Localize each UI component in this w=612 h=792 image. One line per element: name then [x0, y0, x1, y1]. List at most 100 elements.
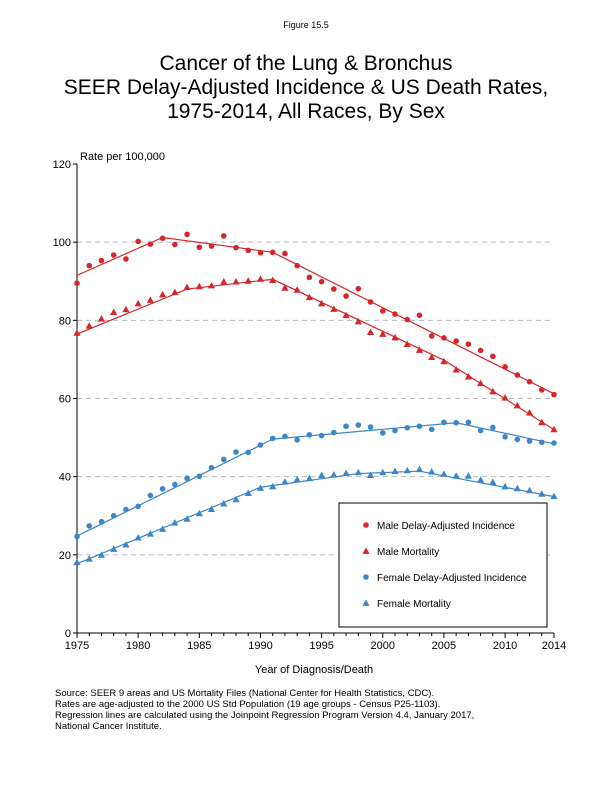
data-point [343, 293, 349, 299]
data-point [281, 284, 289, 291]
data-point [367, 424, 374, 430]
data-point [490, 424, 496, 431]
data-point [305, 474, 313, 482]
data-point [428, 467, 436, 475]
data-point [538, 418, 546, 426]
x-tick-label: 2014 [542, 640, 566, 652]
data-point [98, 257, 105, 264]
data-point [477, 476, 485, 483]
data-point [257, 442, 264, 448]
data-point [477, 427, 484, 434]
data-point [452, 365, 460, 373]
data-point [123, 256, 129, 262]
data-point [379, 308, 386, 314]
data-point [195, 282, 203, 290]
title-line-3: 1975-2014, All Races, By Sex [167, 100, 445, 123]
data-point [514, 436, 521, 443]
data-point [366, 328, 375, 335]
data-point [110, 545, 118, 552]
x-tick-label: 1995 [309, 640, 333, 652]
data-point [184, 475, 190, 482]
figure-label: Figure 15.5 [283, 20, 329, 30]
data-point [318, 471, 326, 478]
data-point [525, 408, 534, 416]
data-point [256, 275, 265, 282]
legend-marker [363, 522, 369, 528]
title-line-2: SEER Delay-Adjusted Incidence & US Death… [63, 76, 549, 99]
x-tick-label: 1980 [126, 640, 150, 652]
data-point [538, 439, 545, 446]
data-point [453, 338, 459, 344]
data-point [233, 244, 239, 251]
data-point [415, 346, 424, 353]
data-point [86, 262, 93, 269]
data-point [403, 340, 411, 348]
data-point [441, 335, 447, 341]
data-point [171, 288, 179, 296]
data-point [269, 435, 276, 442]
data-point [379, 330, 387, 337]
data-point [355, 285, 362, 292]
data-point [159, 485, 166, 492]
data-point [183, 283, 191, 290]
data-point [404, 316, 411, 323]
data-point [220, 456, 227, 463]
data-point [453, 419, 459, 426]
data-point [404, 425, 411, 431]
data-point [172, 241, 178, 248]
data-point [135, 238, 141, 245]
data-point [501, 394, 509, 401]
data-point [331, 286, 337, 292]
data-point [392, 311, 398, 317]
legend-marker [362, 599, 370, 606]
x-tick-label: 2010 [493, 640, 517, 652]
x-axis-label: Year of Diagnosis/Death [255, 664, 373, 676]
data-point [428, 333, 435, 339]
data-point [232, 495, 240, 503]
x-tick-label: 1975 [65, 640, 89, 652]
data-point [465, 419, 472, 426]
series-0 [74, 231, 557, 398]
data-point [477, 347, 484, 354]
y-axis-label: Rate per 100,000 [80, 151, 165, 163]
source-line-4: National Cancer Institute. [55, 721, 162, 732]
data-point [551, 391, 557, 398]
data-point [232, 278, 240, 285]
data-point [207, 505, 216, 512]
data-point [538, 387, 545, 393]
source-note: Source: SEER 9 areas and US Mortality Fi… [55, 688, 474, 732]
data-point [318, 299, 326, 307]
series [73, 231, 558, 566]
data-point [330, 305, 338, 312]
source-line-2: Rates are age-adjusted to the 2000 US St… [55, 699, 441, 710]
data-point [74, 533, 80, 540]
data-point [391, 333, 399, 341]
data-point [220, 278, 228, 285]
series-3 [73, 465, 558, 566]
data-point [110, 512, 117, 519]
data-point [208, 243, 215, 249]
x-ticks: 1975 1980 1985 1990 1995 2000 2005 2010 2014 [65, 633, 566, 652]
legend: Male Delay-Adjusted Incidence Male Mortal… [338, 502, 548, 628]
data-point [489, 387, 497, 395]
data-point [415, 465, 424, 473]
data-point [392, 427, 398, 434]
data-point [490, 353, 496, 360]
data-point [172, 481, 178, 488]
data-point [195, 509, 203, 517]
data-point [477, 379, 485, 387]
data-point [282, 250, 288, 257]
data-point [550, 492, 558, 500]
data-point [306, 274, 313, 281]
data-point [391, 467, 399, 475]
data-point [318, 432, 325, 439]
data-point [171, 519, 179, 526]
data-point [208, 464, 215, 471]
y-tick-label: 0 [65, 628, 71, 640]
legend-box [338, 502, 548, 628]
y-tick-label: 80 [59, 315, 71, 327]
data-point [183, 515, 191, 522]
data-point [501, 482, 509, 490]
data-point [134, 299, 142, 307]
y-tick-label: 120 [53, 159, 71, 171]
